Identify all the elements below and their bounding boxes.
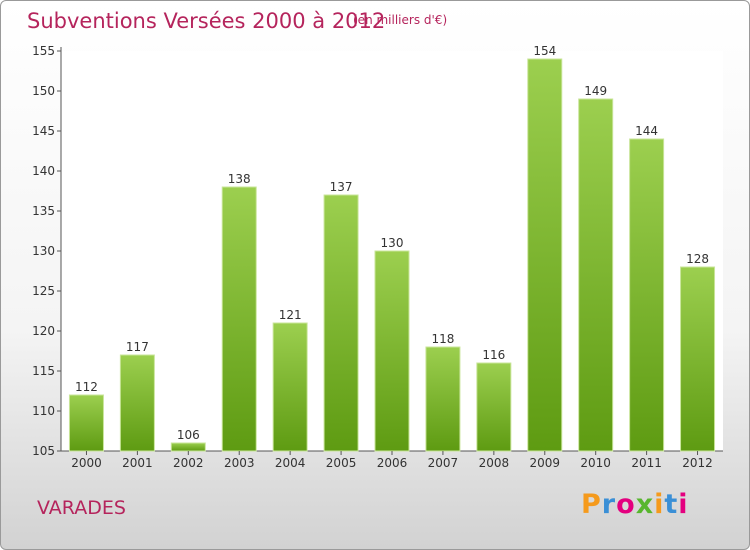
y-tick-label: 135 — [32, 204, 55, 218]
x-tick-label: 2001 — [122, 456, 153, 470]
bar-value-label: 106 — [177, 428, 200, 442]
x-tick-label: 2007 — [428, 456, 459, 470]
bar-value-label: 116 — [482, 348, 505, 362]
logo-letter: o — [616, 489, 636, 520]
bar — [221, 186, 257, 452]
bar-value-label: 130 — [381, 236, 404, 250]
y-tick-label: 140 — [32, 164, 55, 178]
x-tick-label: 2011 — [631, 456, 662, 470]
x-tick-label: 2006 — [377, 456, 408, 470]
bar — [272, 322, 308, 452]
chart-unit: (en milliers d'€) — [353, 13, 448, 27]
bar — [476, 362, 512, 452]
bar-value-label: 138 — [228, 172, 251, 186]
bar — [119, 354, 155, 452]
x-tick-label: 2004 — [275, 456, 306, 470]
y-tick-label: 150 — [32, 84, 55, 98]
bar — [680, 266, 716, 452]
bar — [629, 138, 665, 452]
bar-value-label: 118 — [431, 332, 454, 346]
bar-value-label: 121 — [279, 308, 302, 322]
y-tick-label: 115 — [32, 364, 55, 378]
x-tick-label: 2003 — [224, 456, 255, 470]
chart-title: Subventions Versées 2000 à 2012 — [27, 9, 386, 33]
bar — [170, 442, 206, 452]
y-tick-label: 105 — [32, 444, 55, 458]
logo-letter: P — [581, 489, 602, 520]
x-tick-label: 2002 — [173, 456, 204, 470]
bar — [527, 58, 563, 452]
y-tick-label: 130 — [32, 244, 55, 258]
y-tick-label: 120 — [32, 324, 55, 338]
x-tick-label: 2012 — [682, 456, 713, 470]
bar — [323, 194, 359, 452]
bar-value-label: 154 — [533, 44, 556, 58]
bar — [578, 98, 614, 452]
bar — [374, 250, 410, 452]
x-tick-label: 2009 — [529, 456, 560, 470]
logo-letter: r — [601, 489, 617, 520]
place-name: VARADES — [37, 497, 126, 519]
bar — [425, 346, 461, 452]
x-tick-label: 2008 — [479, 456, 510, 470]
y-tick-label: 145 — [32, 124, 55, 138]
logo-letter: i — [678, 489, 689, 520]
bar-value-label: 149 — [584, 84, 607, 98]
x-tick-label: 2005 — [326, 456, 357, 470]
bar-value-label: 128 — [686, 252, 709, 266]
bar-value-label: 144 — [635, 124, 658, 138]
logo-letter: x — [635, 489, 655, 520]
bar-value-label: 137 — [330, 180, 353, 194]
y-tick-label: 125 — [32, 284, 55, 298]
bar-value-label: 112 — [75, 380, 98, 394]
logo-letter: i — [654, 489, 665, 520]
y-tick-label: 110 — [32, 404, 55, 418]
y-tick-label: 155 — [32, 44, 55, 58]
proxiti-logo: Proxiti — [581, 489, 689, 520]
bar-value-label: 117 — [126, 340, 149, 354]
x-tick-label: 2000 — [71, 456, 102, 470]
bar — [68, 394, 104, 452]
x-tick-label: 2010 — [580, 456, 611, 470]
logo-letter: t — [664, 489, 679, 520]
